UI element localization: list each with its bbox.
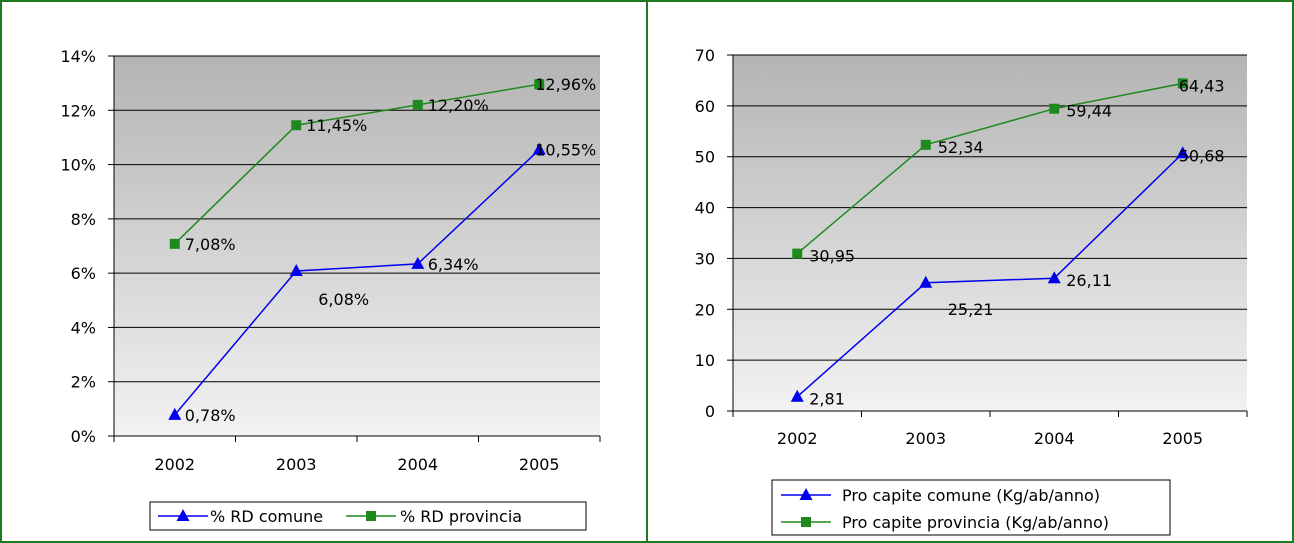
y-tick-label: 8% <box>71 210 96 229</box>
x-tick-label: 2004 <box>397 455 438 474</box>
plot-area <box>733 55 1247 411</box>
data-point <box>532 142 546 155</box>
y-tick-label: 4% <box>71 318 96 337</box>
data-point <box>1047 271 1061 284</box>
x-tick-label: 2002 <box>154 455 195 474</box>
chart-rd-percent: 0% 2% 4% 6% 8% 10% 12% 14% 2002 2003 2004 2005 0,78%… <box>60 47 601 531</box>
data-point <box>1177 78 1188 89</box>
y-tick-label: 10% <box>60 156 96 175</box>
legend-marker <box>366 511 376 521</box>
data-label: 2,81 <box>809 390 845 409</box>
y-tick-label: 70 <box>695 46 715 65</box>
series-line-provincia <box>174 83 540 245</box>
data-label: 25,21 <box>948 300 994 319</box>
data-point <box>1049 103 1060 114</box>
y-tick-label: 30 <box>695 249 715 268</box>
series-line-comune <box>174 149 540 416</box>
legend-label: Pro capite comune (Kg/ab/anno) <box>842 486 1100 505</box>
x-tick-label: 2002 <box>777 429 818 448</box>
data-label: 64,43 <box>1179 76 1225 95</box>
legend-marker <box>801 517 811 527</box>
x-tick-label: 2004 <box>1034 429 1075 448</box>
data-point <box>169 238 180 249</box>
data-label: 6,08% <box>318 290 369 309</box>
legend-box <box>771 479 1171 536</box>
data-point <box>291 120 302 131</box>
plot-area <box>114 56 600 436</box>
y-tick-label: 0 <box>705 402 715 421</box>
y-tick-label: 0% <box>71 427 96 446</box>
series-line-provincia <box>796 82 1183 255</box>
data-point <box>411 256 425 269</box>
y-tick-label: 50 <box>695 148 715 167</box>
data-point <box>1176 146 1190 159</box>
data-label: 50,68 <box>1179 146 1225 165</box>
chart-pro-capite: 0 10 20 30 40 50 60 70 2002 2003 2004 2005 2,81 25,21… <box>695 46 1248 536</box>
data-point <box>289 263 303 276</box>
data-point <box>168 407 182 420</box>
data-point <box>790 389 804 402</box>
data-label: 12,96% <box>535 75 596 94</box>
legend-label: % RD comune <box>210 507 323 526</box>
data-label: 52,34 <box>938 138 984 157</box>
y-tick-label: 14% <box>60 47 96 66</box>
y-tick-label: 12% <box>60 101 96 120</box>
y-tick-label: 2% <box>71 373 96 392</box>
y-tick-label: 6% <box>71 264 96 283</box>
data-label: 30,95 <box>809 247 855 266</box>
y-tick-label: 20 <box>695 300 715 319</box>
x-tick-label: 2005 <box>519 455 560 474</box>
data-label: 11,45% <box>306 116 367 135</box>
data-label: 6,34% <box>428 255 479 274</box>
legend-marker <box>799 488 813 500</box>
data-label: 12,20% <box>428 96 489 115</box>
x-tick-label: 2005 <box>1162 429 1203 448</box>
x-tick-label: 2003 <box>276 455 317 474</box>
legend-label: Pro capite provincia (Kg/ab/anno) <box>842 513 1109 532</box>
legend-marker <box>176 509 190 521</box>
data-point <box>919 275 933 288</box>
y-tick-label: 60 <box>695 97 715 116</box>
data-point <box>534 79 545 90</box>
data-label: 0,78% <box>185 406 236 425</box>
data-label: 26,11 <box>1066 271 1112 290</box>
data-point <box>412 99 423 110</box>
series-line-comune <box>796 152 1184 398</box>
data-point <box>792 248 803 259</box>
y-tick-label: 10 <box>695 351 715 370</box>
data-point <box>920 139 931 150</box>
data-label: 10,55% <box>535 141 596 160</box>
legend-label: % RD provincia <box>400 507 522 526</box>
y-tick-label: 40 <box>695 199 715 218</box>
data-label: 59,44 <box>1066 102 1112 121</box>
data-label: 7,08% <box>185 235 236 254</box>
x-tick-label: 2003 <box>905 429 946 448</box>
